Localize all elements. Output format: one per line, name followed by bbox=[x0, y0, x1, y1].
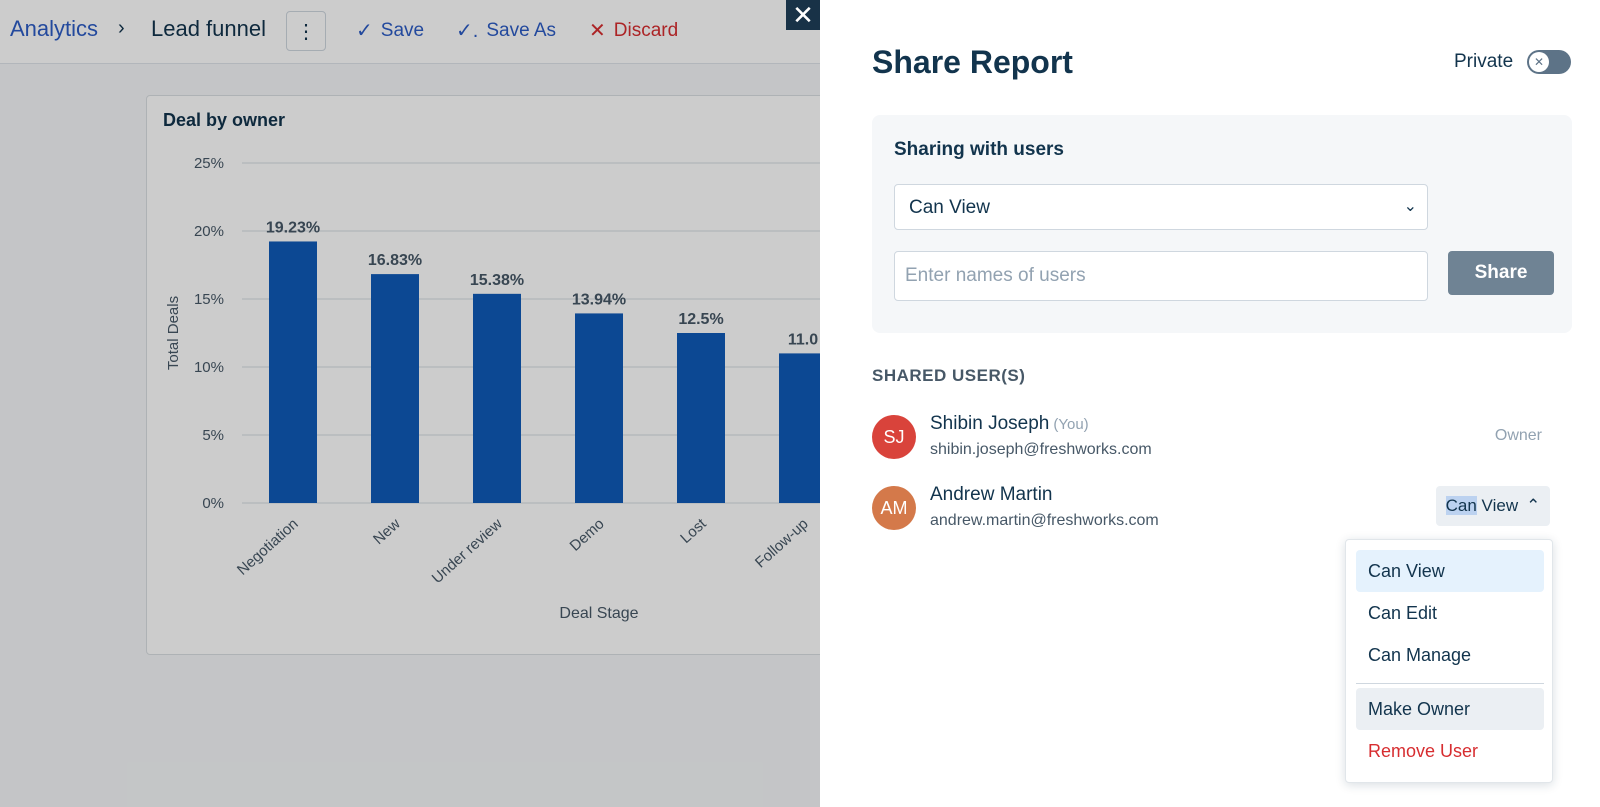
user-name: Shibin Joseph (You) bbox=[930, 413, 1089, 435]
share-report-panel: Share Report Private ✕ Sharing with user… bbox=[820, 0, 1600, 807]
role-menu: Can View Can Edit Can Manage Make Owner … bbox=[1345, 539, 1553, 783]
breadcrumb-separator-icon: › bbox=[118, 17, 125, 39]
save-label: Save bbox=[380, 19, 425, 41]
y-tick-label: 5% bbox=[202, 427, 224, 444]
panel-title: Share Report bbox=[872, 44, 1073, 80]
chevron-up-icon: ⌃ bbox=[1526, 496, 1541, 515]
menu-item-can-edit[interactable]: Can Edit bbox=[1368, 602, 1438, 623]
save-button[interactable]: ✓ Save bbox=[356, 18, 424, 43]
role-value-selected-text: Can bbox=[1445, 496, 1477, 515]
bar bbox=[677, 333, 725, 503]
check-dots-icon: ✓. bbox=[456, 20, 479, 42]
private-label: Private bbox=[1454, 51, 1514, 72]
bar bbox=[779, 353, 820, 503]
y-tick-label: 10% bbox=[194, 359, 224, 376]
vertical-dots-icon: ⋮ bbox=[296, 20, 316, 43]
y-axis-label: Total Deals bbox=[165, 296, 182, 370]
owner-role-label: Owner bbox=[1494, 427, 1542, 444]
data-label: 12.5% bbox=[678, 311, 723, 328]
menu-item-remove-user[interactable]: Remove User bbox=[1368, 740, 1479, 761]
role-dropdown-button[interactable]: Can View ⌃ bbox=[1436, 486, 1550, 526]
sharing-section: Sharing with users Can View ⌄ Share bbox=[872, 115, 1572, 333]
menu-divider bbox=[1356, 683, 1544, 684]
user-email: andrew.martin@freshworks.com bbox=[930, 512, 1159, 529]
chart-widget: Deal by owner 0% 5% 10% 15% 20% 25% Total Deal… bbox=[146, 95, 820, 655]
data-label: 16.83% bbox=[368, 252, 422, 269]
close-panel-button[interactable]: ✕ bbox=[786, 0, 820, 30]
discard-button[interactable]: ✕ Discard bbox=[589, 18, 678, 43]
bar bbox=[473, 293, 521, 503]
check-icon: ✓ bbox=[356, 20, 373, 42]
bar bbox=[371, 274, 419, 503]
bar-chart: 0%5%10%15%20%25%Total Deals19.23%Negotia… bbox=[165, 155, 820, 622]
breadcrumb-analytics-link[interactable]: Analytics bbox=[10, 16, 99, 41]
menu-item-can-view[interactable]: Can View bbox=[1356, 550, 1544, 592]
shared-user-row: SJ Shibin Joseph (You) shibin.joseph@fres… bbox=[872, 413, 1552, 469]
y-tick-label: 0% bbox=[202, 495, 224, 512]
discard-label: Discard bbox=[613, 19, 679, 41]
toggle-off-icon: ✕ bbox=[1529, 52, 1549, 72]
cross-icon: ✕ bbox=[589, 20, 606, 42]
share-button[interactable]: Share bbox=[1448, 251, 1554, 295]
role-value-rest: View bbox=[1476, 496, 1519, 515]
y-tick-label: 25% bbox=[194, 155, 224, 172]
data-label: 15.38% bbox=[470, 272, 524, 289]
chart-title: Deal by owner bbox=[163, 110, 286, 130]
data-label: 11.0 bbox=[788, 331, 818, 348]
role-value: Can View bbox=[1445, 496, 1519, 516]
private-toggle[interactable]: ✕ bbox=[1527, 50, 1571, 74]
data-label: 13.94% bbox=[572, 291, 626, 308]
sharing-title: Sharing with users bbox=[894, 139, 1064, 160]
more-options-button[interactable]: ⋮ bbox=[286, 11, 326, 51]
shared-users-header: SHARED USER(S) bbox=[872, 366, 1026, 385]
users-input[interactable] bbox=[894, 251, 1428, 301]
user-email: shibin.joseph@freshworks.com bbox=[930, 441, 1152, 458]
y-tick-label: 15% bbox=[194, 291, 224, 308]
bar bbox=[575, 313, 623, 503]
data-label: 19.23% bbox=[266, 219, 320, 236]
save-as-label: Save As bbox=[486, 19, 557, 41]
you-badge: (You) bbox=[1053, 416, 1089, 433]
permission-value: Can View bbox=[909, 197, 990, 218]
menu-item-can-manage[interactable]: Can Manage bbox=[1368, 644, 1472, 665]
chevron-down-icon: ⌄ bbox=[1403, 198, 1417, 215]
modal-backdrop[interactable] bbox=[0, 0, 820, 807]
x-axis-label: Deal Stage bbox=[559, 605, 638, 622]
close-icon: ✕ bbox=[792, 0, 814, 30]
save-as-button[interactable]: ✓. Save As bbox=[456, 18, 556, 43]
user-name: Andrew Martin bbox=[930, 484, 1053, 505]
report-canvas: Deal by owner 0% 5% 10% 15% 20% 25% Total Deal… bbox=[4, 80, 820, 807]
menu-item-make-owner[interactable]: Make Owner bbox=[1356, 688, 1544, 730]
user-name-text: Shibin Joseph bbox=[930, 413, 1050, 434]
report-toolbar: Analytics › Lead funnel ⋮ ✓ Save ✓. Save… bbox=[0, 0, 820, 64]
avatar: AM bbox=[872, 486, 916, 530]
breadcrumb-current: Lead funnel bbox=[151, 16, 266, 41]
bar bbox=[269, 241, 317, 504]
permission-select[interactable]: Can View ⌄ bbox=[894, 184, 1428, 230]
analytics-app: Analytics › Lead funnel ⋮ ✓ Save ✓. Save… bbox=[0, 0, 820, 807]
avatar: SJ bbox=[872, 415, 916, 459]
shared-user-row: AM Andrew Martin andrew.martin@freshwork… bbox=[872, 484, 1552, 540]
y-tick-label: 20% bbox=[194, 223, 224, 240]
